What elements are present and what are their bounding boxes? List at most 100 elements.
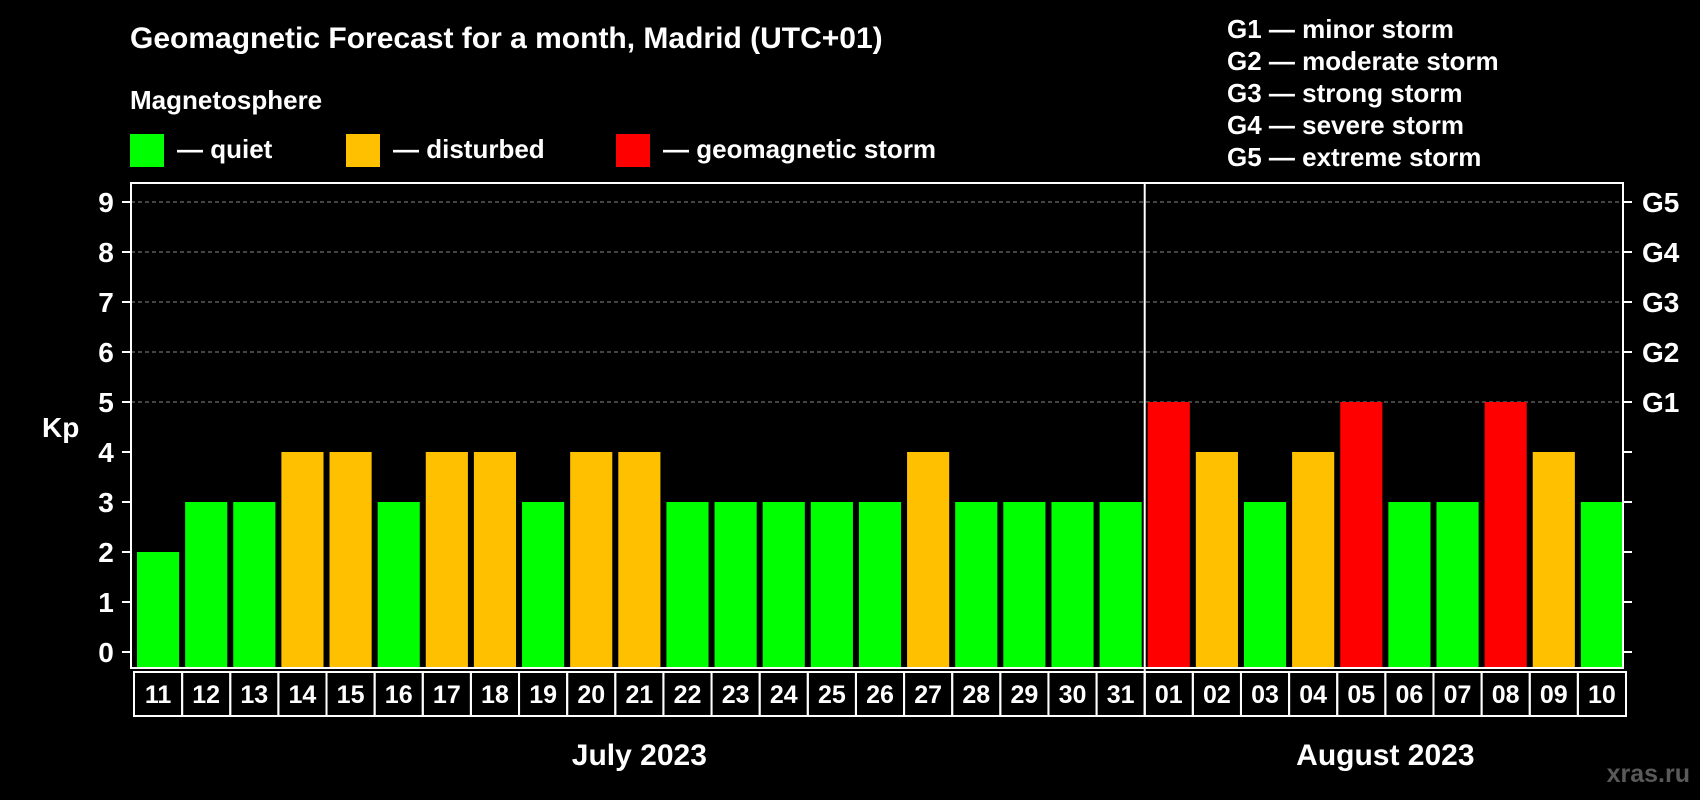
day-label-28: 28 bbox=[962, 681, 990, 709]
day-label-08: 08 bbox=[1492, 681, 1520, 709]
legend-swatch-quiet bbox=[130, 134, 164, 167]
day-label-15: 15 bbox=[337, 681, 365, 709]
bar-12 bbox=[185, 502, 228, 668]
day-label-27: 27 bbox=[914, 681, 942, 709]
legend-heading: Magnetosphere bbox=[130, 85, 322, 115]
bar-24 bbox=[762, 502, 805, 668]
bars bbox=[137, 402, 1623, 668]
day-label-24: 24 bbox=[770, 681, 798, 709]
bar-30 bbox=[1051, 502, 1094, 668]
bar-09 bbox=[1532, 452, 1575, 668]
bar-28 bbox=[955, 502, 998, 668]
bar-25 bbox=[810, 502, 853, 668]
y-axis-label: Kp bbox=[42, 412, 79, 443]
watermark: xras.ru bbox=[1607, 760, 1690, 788]
day-label-10: 10 bbox=[1588, 681, 1616, 709]
day-label-09: 09 bbox=[1540, 681, 1568, 709]
day-label-25: 25 bbox=[818, 681, 846, 709]
day-label-29: 29 bbox=[1010, 681, 1038, 709]
legend: — quiet — disturbed — geomagnetic storm bbox=[130, 134, 936, 167]
day-label-31: 31 bbox=[1107, 681, 1135, 709]
bar-26 bbox=[858, 502, 902, 668]
g-scale-label: G1 bbox=[1642, 387, 1679, 418]
bar-06 bbox=[1388, 502, 1431, 668]
day-label-20: 20 bbox=[577, 681, 605, 709]
legend-swatch-disturbed bbox=[346, 134, 380, 167]
bar-29 bbox=[1003, 502, 1046, 668]
plot-frame bbox=[130, 182, 1624, 669]
y-tick-label: 4 bbox=[98, 437, 114, 468]
day-label-07: 07 bbox=[1444, 681, 1472, 709]
y-tick-label: 2 bbox=[98, 537, 114, 568]
day-label-13: 13 bbox=[240, 681, 268, 709]
day-label-02: 02 bbox=[1203, 681, 1231, 709]
day-label-21: 21 bbox=[625, 681, 653, 709]
y-tick-label: 3 bbox=[98, 487, 114, 518]
grid-lines bbox=[131, 201, 1623, 403]
month-label: July 2023 bbox=[572, 739, 707, 772]
bar-19 bbox=[522, 502, 565, 668]
bar-04 bbox=[1292, 452, 1335, 668]
day-label-16: 16 bbox=[385, 681, 413, 709]
day-cell bbox=[1576, 671, 1628, 717]
g-scale-legend-item: G1 — minor storm bbox=[1227, 14, 1454, 44]
bar-11 bbox=[137, 552, 180, 668]
day-label-01: 01 bbox=[1155, 681, 1183, 709]
g-scale-ticks: G1 G2 G3 G4 G5 bbox=[1623, 187, 1680, 653]
y-tick-label: 8 bbox=[98, 237, 114, 268]
day-label-18: 18 bbox=[481, 681, 509, 709]
g-scale-legend-item: G4 — severe storm bbox=[1227, 110, 1464, 140]
g-scale-label: G2 bbox=[1642, 337, 1679, 368]
y-tick-label: 6 bbox=[98, 337, 114, 368]
day-label-17: 17 bbox=[433, 681, 461, 709]
bar-31 bbox=[1099, 502, 1142, 668]
bar-10 bbox=[1580, 502, 1623, 668]
bar-15 bbox=[329, 452, 372, 668]
legend-label-quiet: — quiet bbox=[177, 134, 273, 164]
legend-label-storm: — geomagnetic storm bbox=[663, 134, 936, 164]
x-axis-day-cells: 11 12 13 14 15 16 17 18 19 20 21 22 23 24 25 26 27 28 29 30… bbox=[133, 671, 1628, 717]
g-scale-legend-item: G3 — strong storm bbox=[1227, 78, 1462, 108]
bar-21 bbox=[618, 452, 661, 668]
y-tick-label: 7 bbox=[98, 287, 114, 318]
bar-22 bbox=[666, 502, 709, 668]
day-label-22: 22 bbox=[674, 681, 702, 709]
g-scale-label: G5 bbox=[1642, 187, 1679, 218]
day-label-14: 14 bbox=[289, 681, 317, 709]
day-label-12: 12 bbox=[192, 681, 220, 709]
day-label-05: 05 bbox=[1347, 681, 1375, 709]
g-scale-legend-item: G2 — moderate storm bbox=[1227, 46, 1499, 76]
day-label-23: 23 bbox=[722, 681, 750, 709]
bar-05 bbox=[1340, 402, 1383, 668]
g-scale-label: G3 bbox=[1642, 287, 1679, 318]
legend-swatch-storm bbox=[616, 134, 650, 167]
y-tick-label: 5 bbox=[98, 387, 114, 418]
bar-20 bbox=[570, 452, 613, 668]
day-label-03: 03 bbox=[1251, 681, 1279, 709]
legend-label-disturbed: — disturbed bbox=[393, 134, 545, 164]
y-tick-label: 9 bbox=[98, 187, 114, 218]
day-label-19: 19 bbox=[529, 681, 557, 709]
day-label-04: 04 bbox=[1299, 681, 1327, 709]
bar-07 bbox=[1436, 502, 1479, 668]
y-tick-label: 0 bbox=[98, 637, 114, 668]
bar-17 bbox=[425, 452, 468, 668]
bar-16 bbox=[377, 502, 420, 668]
bar-18 bbox=[473, 452, 517, 668]
day-label-06: 06 bbox=[1396, 681, 1424, 709]
month-label: August 2023 bbox=[1296, 739, 1474, 772]
bar-27 bbox=[907, 452, 950, 668]
axes bbox=[130, 182, 1624, 716]
month-labels: July 2023 August 2023 bbox=[572, 739, 1475, 772]
day-label-26: 26 bbox=[866, 681, 894, 709]
day-label-11: 11 bbox=[145, 681, 172, 709]
g-scale-legend-item: G5 — extreme storm bbox=[1227, 142, 1481, 172]
day-label-30: 30 bbox=[1059, 681, 1087, 709]
chart-title: Geomagnetic Forecast for a month, Madrid… bbox=[130, 22, 883, 55]
bar-02 bbox=[1195, 452, 1238, 668]
bar-23 bbox=[714, 502, 757, 668]
y-tick-label: 1 bbox=[98, 587, 114, 618]
g-scale-label: G4 bbox=[1642, 237, 1680, 268]
